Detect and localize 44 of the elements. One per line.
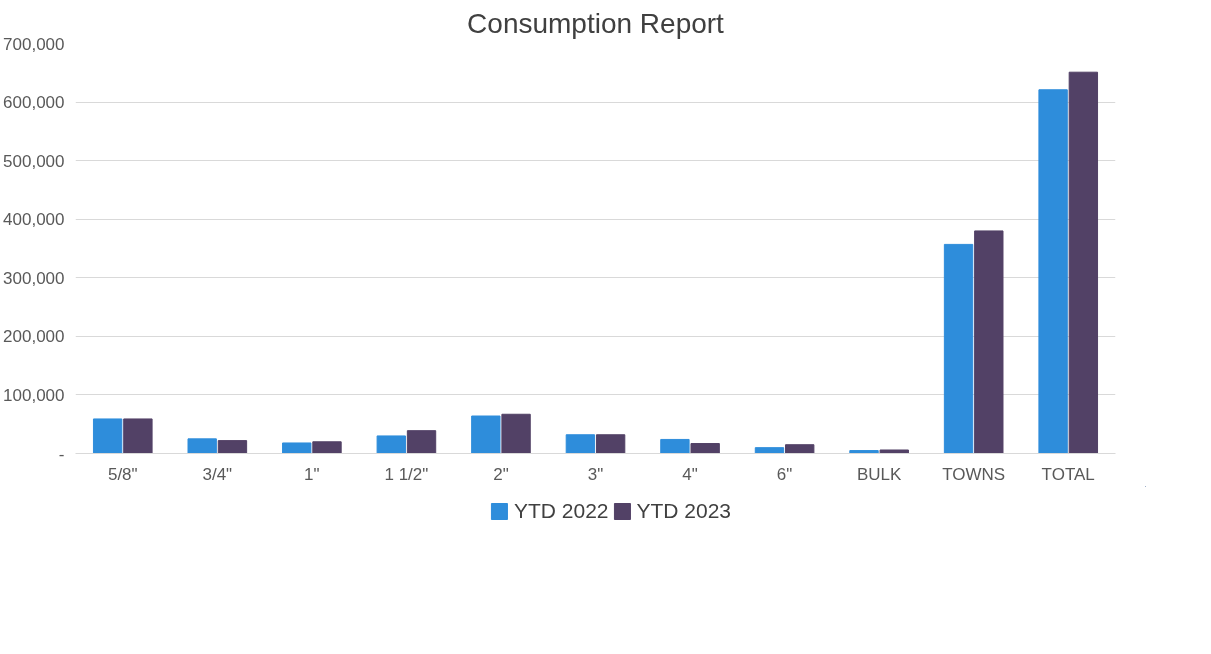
legend-label: YTD 2022 — [513, 499, 609, 523]
bar — [376, 435, 406, 454]
bar — [312, 441, 342, 454]
x-tick-label: 6" — [776, 464, 793, 484]
bar — [501, 413, 531, 454]
x-tick-label: 1" — [304, 464, 320, 484]
legend-label: YTD 2023 — [636, 499, 732, 523]
bar — [406, 430, 437, 454]
bar — [1068, 71, 1099, 454]
bar — [565, 434, 596, 454]
bar — [660, 438, 690, 454]
x-tick-label: 5/8" — [107, 464, 138, 484]
y-tick-label: 400,000 — [3, 210, 65, 230]
bar — [282, 442, 312, 454]
bar — [471, 415, 501, 454]
bar — [1038, 89, 1068, 454]
x-tick-label: 1 1/2" — [384, 464, 429, 484]
x-tick-label: 3" — [587, 464, 604, 484]
y-tick-label: 700,000 — [3, 34, 65, 54]
bar — [217, 440, 248, 454]
bar — [785, 444, 815, 454]
x-tick-label: 3/4" — [202, 464, 233, 484]
y-tick-label: 200,000 — [3, 327, 65, 347]
x-tick-label: 4" — [682, 464, 698, 484]
bar — [754, 447, 785, 454]
x-tick-label: TOWNS — [942, 464, 1006, 484]
y-tick-label: 600,000 — [3, 93, 65, 113]
bar — [879, 449, 909, 454]
y-tick-label: 300,000 — [3, 268, 65, 288]
bar — [187, 438, 217, 454]
bar — [849, 450, 879, 454]
x-tick-label: TOTAL — [1041, 464, 1095, 484]
y-tick-label: 500,000 — [3, 151, 65, 171]
y-tick-label: - — [58, 444, 65, 464]
bar — [943, 243, 974, 454]
bar — [123, 418, 153, 454]
bar — [595, 434, 626, 454]
bar — [92, 418, 123, 454]
chart-title: Consumption Report — [467, 7, 725, 39]
y-tick-label: 100,000 — [3, 385, 65, 405]
x-tick-label: 2" — [493, 464, 509, 484]
bar — [690, 443, 720, 454]
bar — [974, 230, 1004, 454]
x-tick-label: BULK — [856, 464, 902, 484]
